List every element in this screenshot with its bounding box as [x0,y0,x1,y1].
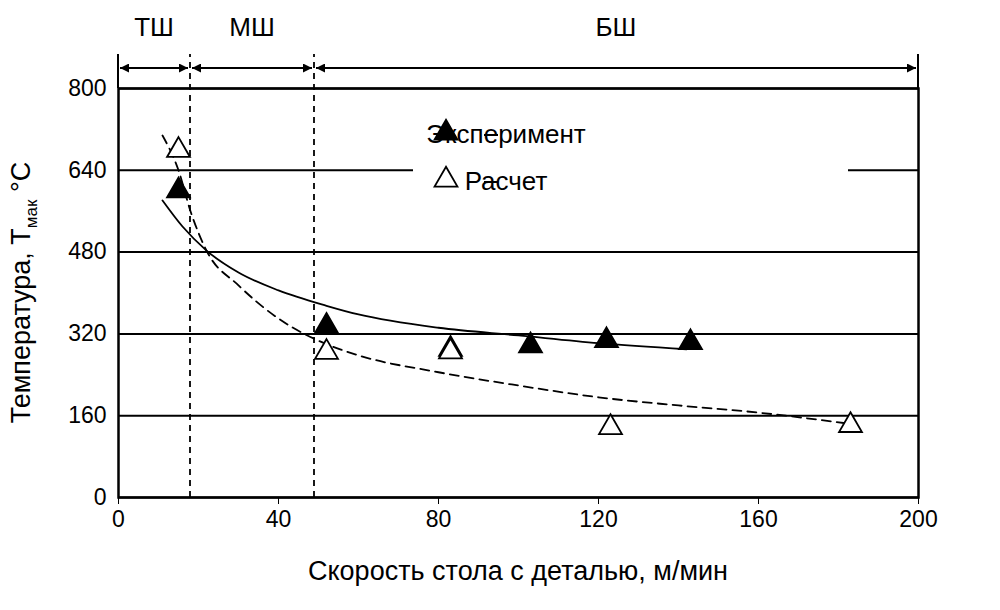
svg-text:0: 0 [94,484,107,510]
svg-text:120: 120 [579,506,617,532]
svg-text:Температура, Tмак °C: Температура, Tмак °C [6,162,41,423]
svg-text:БШ: БШ [596,12,637,42]
svg-text:Расчет: Расчет [465,166,548,196]
svg-text:80: 80 [426,506,452,532]
svg-text:640: 640 [68,157,106,183]
svg-text:МШ: МШ [229,12,275,42]
svg-text:800: 800 [68,75,106,101]
svg-text:Скорость стола с деталью, м/ми: Скорость стола с деталью, м/мин [308,556,728,586]
svg-text:40: 40 [266,506,292,532]
svg-text:ТШ: ТШ [134,12,174,42]
svg-text:160: 160 [739,506,777,532]
svg-text:480: 480 [68,238,106,264]
svg-text:160: 160 [68,402,106,428]
svg-text:Эксперимент: Эксперимент [426,119,586,149]
svg-text:320: 320 [68,320,106,346]
svg-text:0: 0 [112,506,125,532]
svg-text:200: 200 [899,506,937,532]
